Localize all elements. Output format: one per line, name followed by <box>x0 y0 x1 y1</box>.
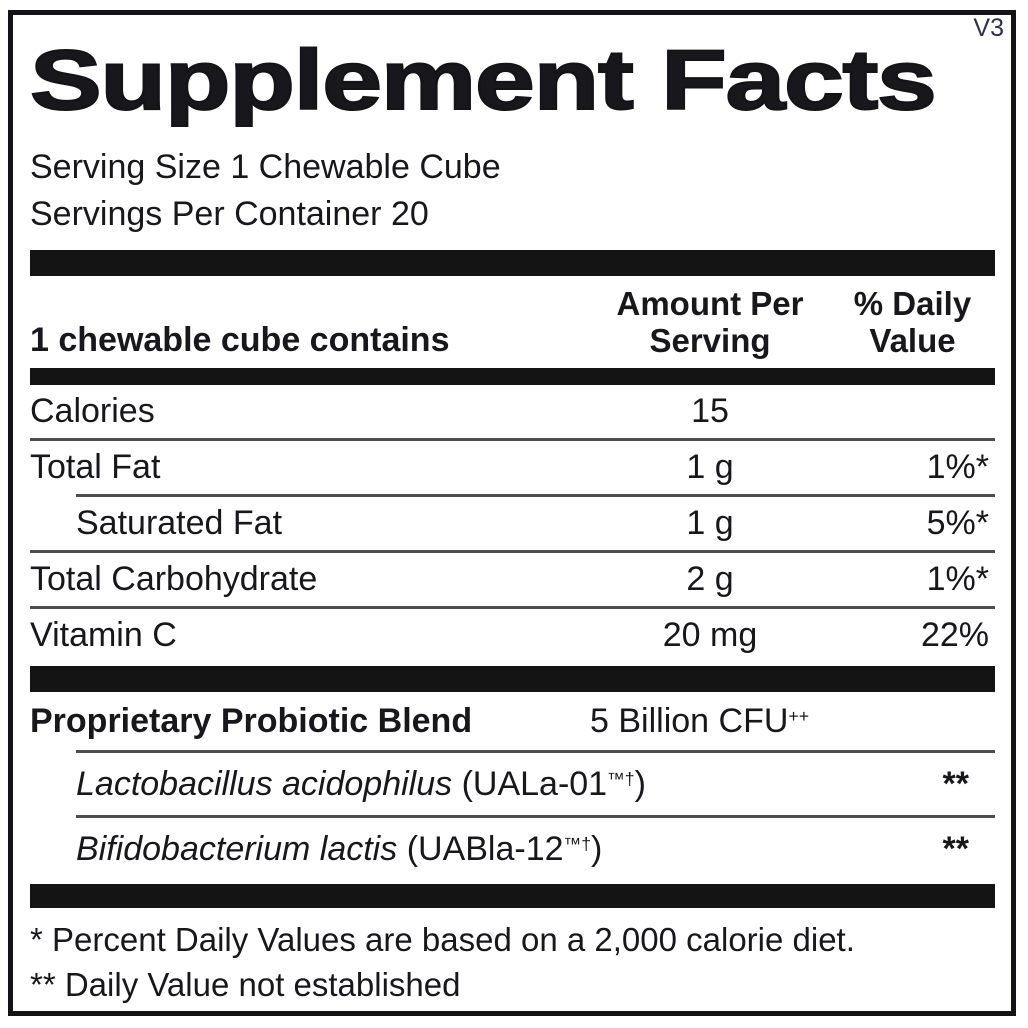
strain-code: (UALa-01 <box>452 764 608 803</box>
servings-per-container-text: Servings Per Container 20 <box>30 195 429 234</box>
column-header-amount-per-serving: Amount Per Serving <box>590 285 830 360</box>
strain-code-close: ) <box>591 829 603 868</box>
strain-dv: ** <box>942 764 969 803</box>
nutrient-name: Calories <box>30 392 155 431</box>
strain-code-close: ) <box>634 764 646 803</box>
strain-dv: ** <box>942 829 969 868</box>
version-label: V3 <box>973 14 1004 42</box>
strain-name: Bifidobacterium lactis (UABla-12™†) <box>30 830 830 869</box>
nutrient-row: Saturated Fat 1 g 5%* <box>30 497 995 550</box>
thick-divider-bar <box>30 250 995 277</box>
column-header-amount-line2: Serving <box>649 322 771 360</box>
strain-latin-name: Lactobacillus acidophilus <box>76 764 453 803</box>
row-divider-indented <box>76 494 995 498</box>
strain-code: (UABla-12 <box>397 829 564 868</box>
column-header-percent-daily-value: % Daily Value <box>830 285 995 360</box>
blend-name: Proprietary Probiotic Blend <box>30 701 473 740</box>
row-divider-indented <box>76 815 995 819</box>
nutrient-row: Vitamin C 20 mg 22% <box>30 609 995 662</box>
column-header-contains: 1 chewable cube contains <box>30 321 450 360</box>
column-header-dv-line2: Value <box>869 322 956 360</box>
blend-amount-superscript: ++ <box>788 705 810 726</box>
column-header-dv-line1: % Daily <box>853 285 972 323</box>
column-header-amount-line1: Amount Per <box>616 285 804 323</box>
nutrient-amount: 1 g <box>686 448 734 487</box>
footnote-not-established: ** Daily Value not established <box>30 965 461 1003</box>
nutrient-dv: 1%* <box>926 448 989 487</box>
blend-row: Proprietary Probiotic Blend 5 Billion CF… <box>30 692 995 750</box>
nutrient-dv: 1%* <box>926 560 989 599</box>
nutrient-name: Total Fat <box>30 448 161 487</box>
blend-amount-text: 5 Billion CFU <box>590 701 789 740</box>
row-divider <box>30 606 995 610</box>
row-divider <box>30 550 995 554</box>
thick-divider-bar <box>30 884 995 909</box>
nutrient-dv: 5%* <box>926 504 989 543</box>
nutrient-amount: 15 <box>691 392 729 431</box>
strain-code-superscript: ™† <box>563 833 592 854</box>
blend-amount: 5 Billion CFU++ <box>590 702 995 741</box>
serving-size-text: Serving Size 1 Chewable Cube <box>30 148 501 187</box>
supplement-facts-panel: V3 Supplement Facts Serving Size 1 Chewa… <box>8 10 1016 1016</box>
table-header: 1 chewable cube contains Amount Per Serv… <box>30 276 995 368</box>
thick-divider-bar <box>30 368 995 386</box>
strain-latin-name: Bifidobacterium lactis <box>76 829 398 868</box>
nutrient-name: Total Carbohydrate <box>30 560 318 599</box>
page-title: Supplement Facts <box>29 33 938 127</box>
nutrient-dv: 22% <box>920 616 989 655</box>
strain-code-superscript: ™† <box>607 768 635 789</box>
row-divider-indented <box>76 750 995 754</box>
nutrient-row: Calories 15 <box>30 385 995 438</box>
nutrient-amount: 20 mg <box>662 616 758 655</box>
nutrient-name: Vitamin C <box>30 616 177 655</box>
row-divider <box>30 438 995 442</box>
nutrient-amount: 2 g <box>686 560 734 599</box>
nutrient-row: Total Fat 1 g 1%* <box>30 441 995 494</box>
nutrient-amount: 1 g <box>686 504 734 543</box>
thick-divider-bar <box>30 666 995 693</box>
strain-row: Bifidobacterium lactis (UABla-12™†) ** <box>30 818 995 880</box>
strain-name: Lactobacillus acidophilus (UALa-01™†) <box>30 765 830 804</box>
nutrient-row: Total Carbohydrate 2 g 1%* <box>30 553 995 606</box>
footnote-daily-values: * Percent Daily Values are based on a 2,… <box>30 921 855 959</box>
strain-row: Lactobacillus acidophilus (UALa-01™†) ** <box>30 753 995 815</box>
nutrient-name: Saturated Fat <box>76 504 283 543</box>
